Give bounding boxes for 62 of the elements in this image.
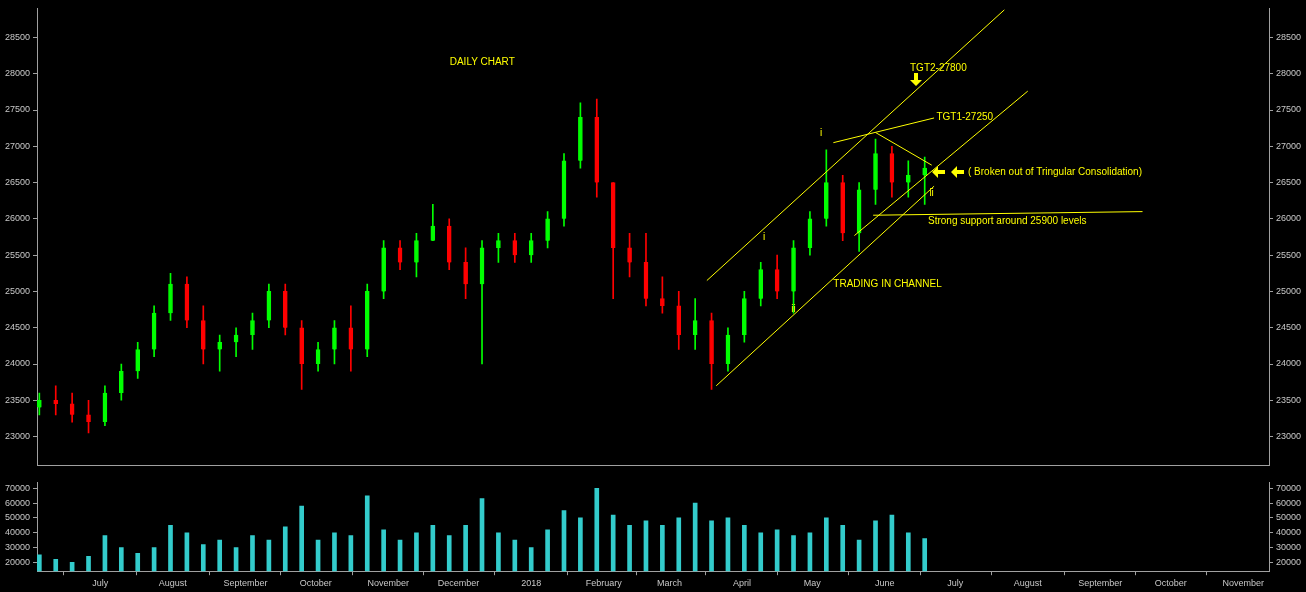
y-tick-label: 25000 [4,285,30,296]
y-tick-label: 25500 [4,249,30,260]
y2-tick-label: 40000 [1276,527,1302,538]
x-tick-label: September [1078,578,1123,589]
x-tick-label: December [437,578,480,589]
x-tick-label: April [733,578,752,589]
y-tick-label: 26000 [4,213,30,224]
y-tick-label: 50000 [4,512,30,523]
y-tick-label: 24500 [4,322,30,333]
text: DAILY CHART [449,56,515,68]
y-tick-label: 40000 [4,527,30,538]
y-tick-label: 27500 [4,104,30,115]
y-tick-label: 23000 [4,431,30,442]
y-tick-label: 23500 [4,394,30,405]
y-tick-label: 60000 [4,497,30,508]
annotation: i [820,126,823,138]
annotation: ( Broken out of Tringular Consolidation) [968,165,1142,177]
x-tick-label: August [1013,578,1043,589]
x-tick-label: October [1154,578,1187,589]
y2-tick-label: 26000 [1276,213,1302,224]
y2-tick-label: 50000 [1276,512,1302,523]
y2-tick-label: 23500 [1276,394,1302,405]
y-tick-label: 28500 [4,31,30,42]
x-tick-label: November [1222,578,1264,589]
y2-tick-label: 30000 [1276,542,1302,552]
x-tick-label: February [585,578,623,589]
annotation: ii [791,303,796,315]
x-tick-label: May [803,578,822,589]
annotation: TRADING IN CHANNEL [833,277,943,289]
x-tick-label: October [299,578,332,589]
x-tick-label: November [367,578,410,589]
y2-tick-label: 27500 [1276,104,1302,115]
y2-tick-label: 70000 [1276,482,1302,493]
y2-tick-label: 60000 [1276,497,1302,508]
y2-tick-label: 24500 [1276,322,1302,333]
x-tick-label: March [656,578,682,589]
annotation: Strong support around 25900 levels [928,214,1087,226]
y-tick-label: 27000 [4,140,30,151]
x-tick-label: June [875,578,895,589]
x-tick-label: July [92,578,109,589]
x-tick-label: July [947,578,964,589]
y-tick-label: 70000 [4,482,30,493]
y-tick-label: 20000 [4,556,30,567]
y2-tick-label: 25000 [1276,285,1302,296]
y2-tick-label: 28500 [1276,31,1302,42]
y2-tick-label: 24000 [1276,358,1302,369]
x-tick-label: September [223,578,268,589]
y-tick-label: 30000 [4,542,30,552]
annotation: i [763,230,766,242]
y2-tick-label: 23000 [1276,431,1302,442]
y2-tick-label: 26500 [1276,177,1302,188]
x-tick-label: August [158,578,188,589]
y-tick-label: 26500 [4,177,30,188]
y2-tick-label: 20000 [1276,556,1302,567]
y-tick-label: 24000 [4,358,30,369]
y-tick-label: 28000 [4,68,30,79]
annotation: TGT1-27250 [936,111,994,123]
y2-tick-label: 28000 [1276,68,1302,79]
x-tick-label: 2018 [521,578,542,589]
y2-tick-label: 27000 [1276,140,1302,151]
annotation: ii [929,187,934,199]
y2-tick-label: 25500 [1276,249,1302,260]
